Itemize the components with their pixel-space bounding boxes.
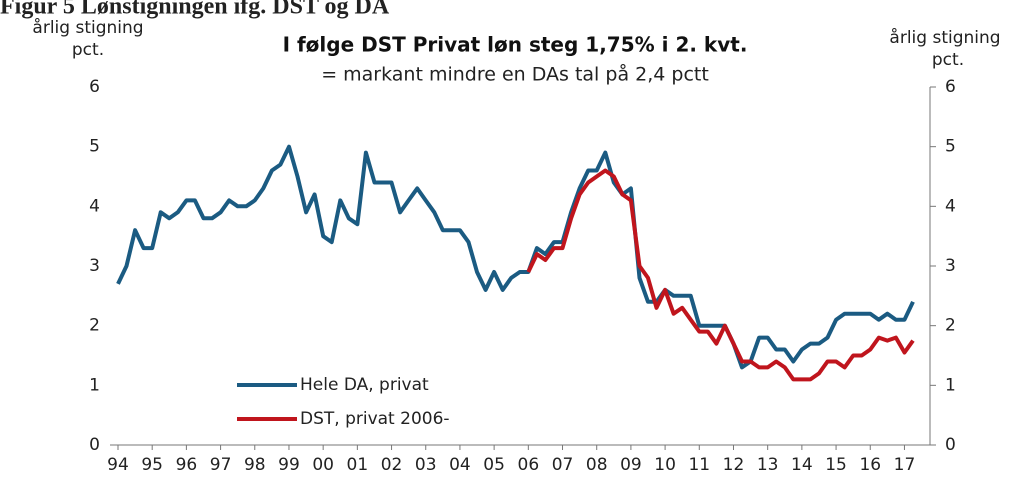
y-tick-label: 3: [89, 256, 100, 276]
y-tick-label: 4: [89, 196, 100, 216]
x-tick-label: 12: [723, 455, 745, 475]
series-line: [116, 144, 915, 370]
x-tick-label: 02: [381, 455, 403, 475]
x-tick-label: 99: [278, 455, 300, 475]
x-tick-label: 16: [859, 455, 881, 475]
x-tick-label: 13: [757, 455, 779, 475]
x-tick-label: 15: [825, 455, 847, 475]
y2-axis-label: årlig stigning: [889, 27, 1000, 48]
caption: Figur 5 Lønstigningen ifg. DST og DA: [0, 0, 390, 20]
x-tick-label: 08: [586, 455, 608, 475]
x-tick-label: 07: [552, 455, 574, 475]
x-tick-label: 10: [654, 455, 676, 475]
legend-label: Hele DA, privat: [300, 375, 429, 395]
y2-tick-label: 1: [945, 375, 956, 395]
x-tick-label: 04: [449, 455, 471, 475]
x-tick-label: 98: [244, 455, 266, 475]
y2-tick-label: 5: [945, 137, 956, 157]
y2-tick-label: 3: [945, 256, 956, 276]
x-tick-label: 03: [415, 455, 437, 475]
x-tick-label: 06: [518, 455, 540, 475]
x-tick-label: 94: [107, 455, 129, 475]
y2-axis-label: pct.: [932, 50, 964, 70]
x-tick-label: 96: [176, 455, 198, 475]
x-tick-label: 17: [894, 455, 916, 475]
x-tick-label: 00: [312, 455, 334, 475]
chart-title: I følge DST Privat løn steg 1,75% i 2. k…: [283, 33, 748, 57]
y2-tick-label: 0: [945, 435, 956, 455]
y2-tick-label: 6: [945, 77, 956, 97]
x-tick-label: 05: [483, 455, 505, 475]
x-tick-label: 14: [791, 455, 813, 475]
y-tick-label: 2: [89, 316, 100, 336]
legend-label: DST, privat 2006-: [300, 409, 450, 429]
x-tick-label: 01: [347, 455, 369, 475]
chart-subtitle: = markant mindre en DAs tal på 2,4 pctt: [321, 63, 709, 86]
x-tick-label: 95: [141, 455, 163, 475]
y-tick-label: 5: [89, 137, 100, 157]
y2-tick-label: 2: [945, 316, 956, 336]
y-tick-label: 0: [89, 435, 100, 455]
x-tick-label: 11: [688, 455, 710, 475]
x-tick-label: 09: [620, 455, 642, 475]
series-line: [526, 168, 915, 382]
y-tick-label: 6: [89, 77, 100, 97]
y2-tick-label: 4: [945, 196, 956, 216]
y-axis-label: årlig stigning: [32, 17, 143, 38]
x-tick-label: 97: [210, 455, 232, 475]
y-tick-label: 1: [89, 375, 100, 395]
y-axis-label: pct.: [72, 40, 104, 60]
